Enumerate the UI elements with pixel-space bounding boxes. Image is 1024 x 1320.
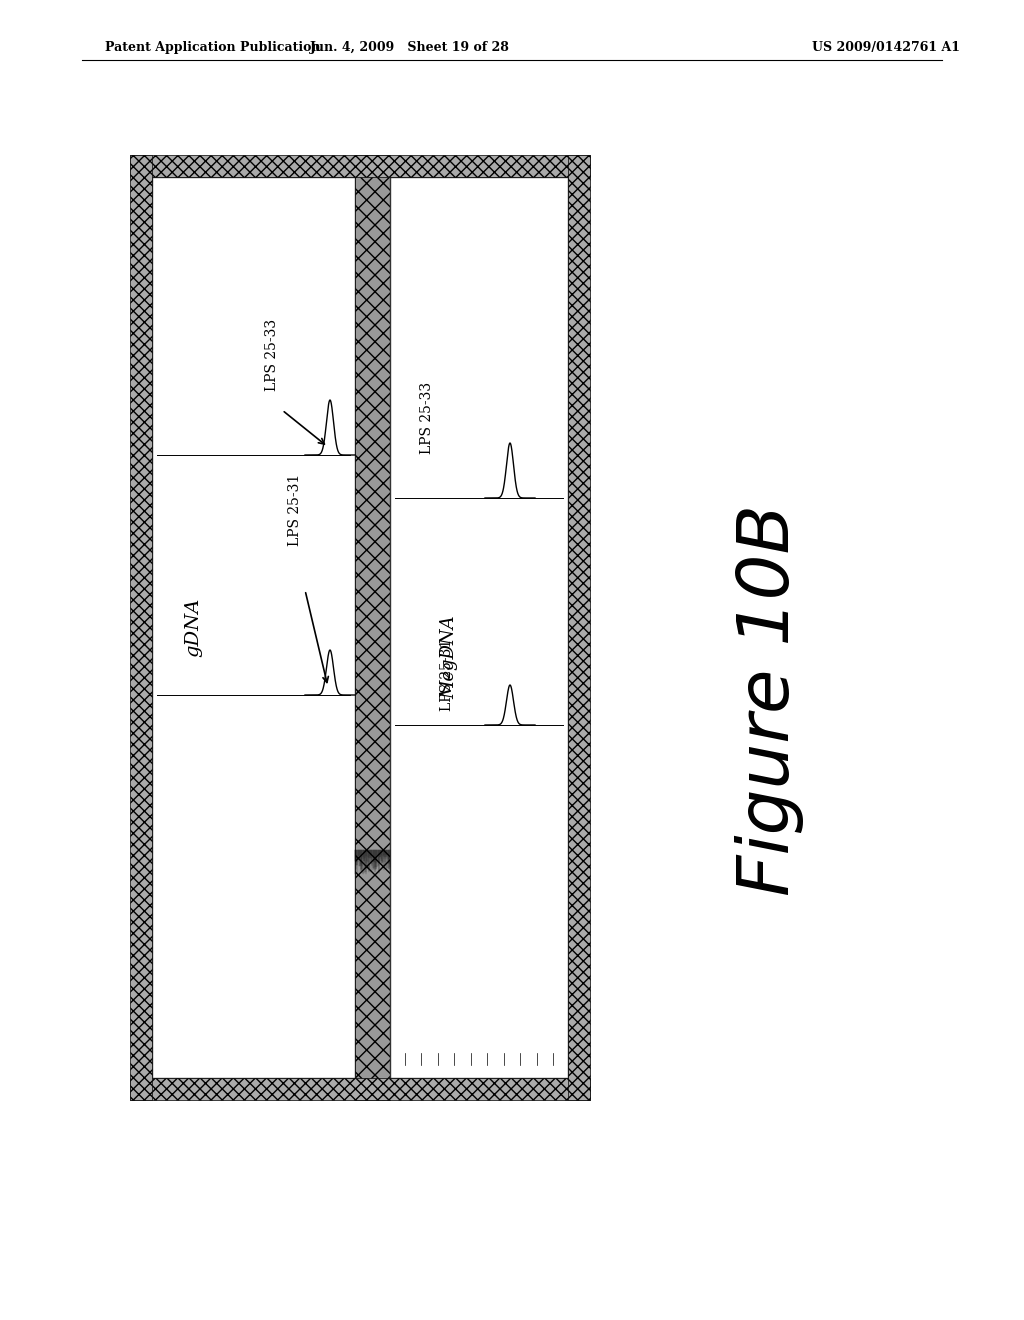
- Bar: [355, 154, 390, 1100]
- Text: LPS 25-31: LPS 25-31: [288, 474, 302, 546]
- Text: US 2009/0142761 A1: US 2009/0142761 A1: [812, 41, 961, 54]
- Text: LPS 25-33: LPS 25-33: [265, 319, 279, 391]
- Text: Jun. 4, 2009   Sheet 19 of 28: Jun. 4, 2009 Sheet 19 of 28: [310, 41, 510, 54]
- Bar: [152, 177, 355, 1078]
- Text: MegDNA: MegDNA: [440, 615, 458, 700]
- Bar: [390, 177, 568, 1078]
- Bar: [130, 154, 590, 177]
- Text: LPS 25-31: LPS 25-31: [440, 639, 454, 711]
- Bar: [130, 154, 152, 1100]
- Bar: [568, 154, 590, 1100]
- Text: LPS 25-33: LPS 25-33: [420, 381, 434, 454]
- Text: Patent Application Publication: Patent Application Publication: [105, 41, 321, 54]
- Text: gDNA: gDNA: [184, 598, 203, 657]
- Bar: [130, 1078, 590, 1100]
- Text: Figure 10B: Figure 10B: [735, 504, 805, 896]
